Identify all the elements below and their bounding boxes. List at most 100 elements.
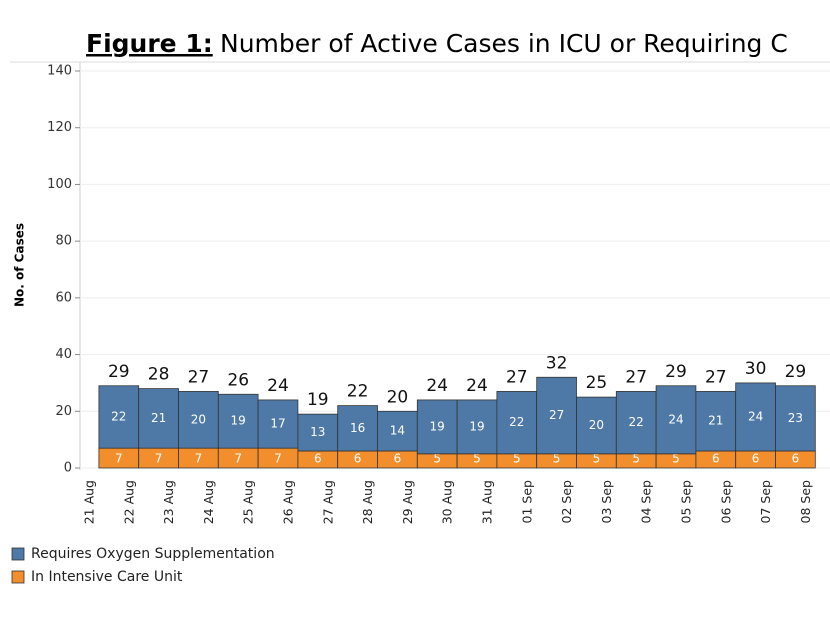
chart-title: Number of Active Cases in ICU or Requiri… (220, 29, 788, 58)
segment-label: 5 (632, 452, 640, 466)
bar-segment (496, 391, 538, 455)
segment-label: 22 (629, 415, 644, 429)
total-label: 24 (426, 376, 448, 396)
x-tick-label: 03 Sep (599, 480, 614, 524)
segment-label: 16 (350, 421, 365, 435)
x-tick-label: 24 Aug (201, 480, 216, 524)
bar-segment (695, 391, 737, 452)
segment-label: 6 (712, 452, 720, 466)
bar-segment (735, 382, 776, 452)
segment-label: 6 (314, 452, 322, 466)
segment-label: 6 (792, 452, 800, 466)
segment-label: 6 (752, 452, 760, 466)
bar-segment (337, 405, 378, 452)
x-tick-label: 25 Aug (241, 480, 256, 524)
bar-segment (257, 399, 299, 449)
segment-label: 20 (589, 418, 604, 432)
segment-label: 7 (195, 452, 203, 466)
title-prefix: Figure 1: (86, 29, 213, 58)
total-label: 29 (108, 362, 130, 382)
segment-label: 13 (310, 425, 325, 439)
segment-label: 21 (708, 414, 723, 428)
x-tick-label: 27 Aug (320, 480, 335, 524)
segment-label: 27 (549, 408, 564, 422)
y-tick-label: 20 (55, 404, 72, 419)
total-label: 27 (705, 367, 727, 387)
segment-label: 6 (354, 452, 362, 466)
total-label: 27 (188, 367, 210, 387)
total-label: 27 (506, 367, 528, 387)
segment-label: 23 (788, 411, 803, 425)
segment-label: 19 (231, 414, 246, 428)
x-tick-label: 21 Aug (82, 480, 97, 524)
bar-segment (615, 391, 657, 455)
segment-label: 24 (748, 409, 763, 423)
y-tick-label: 80 (55, 234, 72, 249)
segment-label: 5 (553, 452, 561, 466)
total-label: 29 (785, 362, 807, 382)
total-label: 27 (625, 367, 647, 387)
total-label: 24 (466, 376, 488, 396)
segment-label: 5 (513, 452, 521, 466)
x-tick-label: 02 Sep (559, 480, 574, 524)
x-tick-label: 30 Aug (440, 480, 455, 524)
segment-label: 22 (509, 415, 524, 429)
bar-segment (178, 391, 219, 449)
y-tick-label: 40 (55, 347, 72, 362)
y-tick-label: 0 (64, 461, 72, 476)
bar-segment (775, 385, 816, 452)
segment-label: 6 (394, 452, 402, 466)
total-label: 20 (387, 387, 409, 407)
total-label: 19 (307, 390, 329, 410)
segment-label: 14 (390, 424, 405, 438)
bar-segment (655, 385, 697, 455)
bar-segment (217, 393, 259, 449)
total-label: 30 (745, 359, 767, 379)
x-tick-label: 28 Aug (360, 480, 375, 524)
bar-segment (456, 399, 498, 455)
segment-label: 19 (430, 419, 445, 433)
total-label: 26 (227, 370, 249, 390)
x-tick-label: 04 Sep (639, 480, 654, 524)
legend-swatch (11, 547, 25, 561)
segment-label: 7 (274, 452, 282, 466)
legend-label: Requires Oxygen Supplementation (31, 546, 275, 562)
total-label: 29 (665, 362, 687, 382)
segment-label: 20 (191, 412, 206, 426)
x-tick-label: 23 Aug (161, 480, 176, 524)
legend-swatch (11, 570, 25, 584)
x-tick-label: 29 Aug (400, 480, 415, 524)
y-tick-label: 60 (55, 290, 72, 305)
segment-label: 21 (151, 411, 166, 425)
segment-label: 22 (111, 409, 126, 423)
segment-label: 24 (668, 412, 683, 426)
segment-label: 5 (433, 452, 441, 466)
x-tick-label: 07 Sep (758, 480, 773, 524)
y-tick-label: 120 (47, 120, 72, 135)
segment-label: 19 (469, 419, 484, 433)
x-tick-label: 06 Sep (718, 480, 733, 524)
total-label: 28 (148, 365, 170, 385)
total-label: 24 (267, 376, 289, 396)
segment-label: 7 (155, 452, 163, 466)
y-tick-label: 100 (47, 177, 72, 192)
segment-label: 5 (672, 452, 680, 466)
segment-label: 17 (270, 417, 285, 431)
total-label: 32 (546, 353, 568, 373)
segment-label: 7 (115, 452, 123, 466)
bar-segment (377, 410, 418, 452)
total-label: 22 (347, 382, 369, 402)
segment-label: 5 (593, 452, 601, 466)
total-label: 25 (586, 373, 608, 393)
bar-segment (138, 388, 179, 449)
segment-label: 7 (234, 452, 242, 466)
y-axis-label: No. of Cases (13, 223, 27, 307)
legend-label: In Intensive Care Unit (31, 569, 183, 585)
bar-segment (576, 396, 617, 455)
x-tick-label: 31 Aug (480, 480, 495, 524)
x-tick-label: 08 Sep (798, 480, 813, 524)
x-tick-label: 26 Aug (281, 480, 296, 524)
y-tick-label: 140 (47, 64, 72, 79)
x-tick-label: 01 Sep (519, 480, 534, 524)
